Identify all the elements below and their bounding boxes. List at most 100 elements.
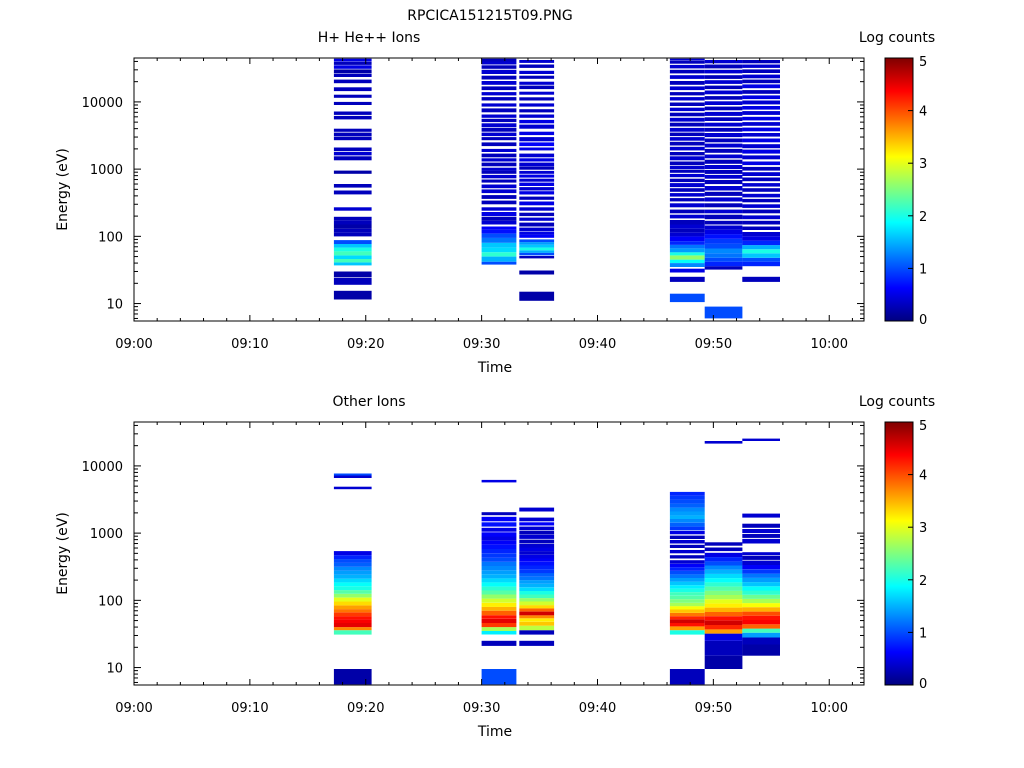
heatmap-cell bbox=[704, 143, 743, 148]
heatmap-cell bbox=[519, 170, 555, 174]
heatmap-cell bbox=[669, 623, 705, 627]
heatmap-cell bbox=[333, 255, 372, 259]
heatmap-cell bbox=[333, 262, 372, 266]
heatmap-cell bbox=[669, 64, 705, 69]
colorbar-tick-label: 2 bbox=[919, 574, 927, 589]
heatmap-cell bbox=[481, 527, 517, 532]
heatmap-cell bbox=[669, 236, 705, 241]
heatmap-cell bbox=[704, 80, 743, 84]
heatmap-cell bbox=[742, 529, 780, 534]
colorbar: 0 1 2 3 4 5 Log counts bbox=[859, 394, 935, 692]
y-tick-label: 10000 bbox=[82, 460, 123, 475]
heatmap-cell bbox=[333, 290, 372, 300]
heatmap-cell bbox=[669, 570, 705, 575]
heatmap-cell bbox=[481, 142, 517, 147]
heatmap-cell bbox=[333, 79, 372, 84]
heatmap-cell bbox=[519, 551, 555, 555]
heatmap-cell bbox=[481, 582, 517, 587]
heatmap-cell bbox=[481, 207, 517, 211]
heatmap-cell bbox=[669, 574, 705, 578]
x-tick-label: 09:50 bbox=[695, 337, 732, 352]
heatmap-cell bbox=[333, 190, 372, 195]
colorbar-tick-label: 0 bbox=[919, 677, 927, 692]
colorbar-label: Log counts bbox=[859, 394, 935, 410]
heatmap-cell bbox=[519, 153, 555, 158]
heatmap-cell bbox=[481, 189, 517, 194]
heatmap-cell bbox=[519, 85, 555, 90]
heatmap-cell bbox=[519, 580, 555, 584]
heatmap-cell bbox=[519, 97, 555, 101]
heatmap-cell bbox=[333, 115, 372, 120]
heatmap-cell bbox=[519, 187, 555, 191]
heatmap-cell bbox=[481, 570, 517, 575]
heatmap-cell bbox=[669, 112, 705, 117]
heatmap-cell bbox=[742, 534, 780, 538]
heatmap-cell bbox=[519, 594, 555, 599]
heatmap-cell bbox=[481, 602, 517, 607]
heatmap-cell bbox=[704, 612, 743, 617]
heatmap-cell bbox=[669, 161, 705, 166]
heatmap-cell bbox=[704, 197, 743, 202]
heatmap-cell bbox=[669, 173, 705, 178]
heatmap-cell bbox=[742, 79, 780, 84]
heatmap-cell bbox=[669, 612, 705, 617]
heatmap-cell bbox=[519, 103, 555, 107]
heatmap-cell bbox=[481, 610, 517, 616]
heatmap-cell bbox=[481, 137, 517, 141]
heatmap-cell bbox=[704, 75, 743, 79]
heatmap-cell bbox=[481, 179, 517, 183]
heatmap-cell bbox=[704, 106, 743, 111]
heatmap-cell bbox=[742, 573, 780, 578]
heatmap-cell bbox=[333, 473, 372, 476]
heatmap-cell bbox=[519, 124, 555, 129]
heatmap-cell bbox=[333, 590, 372, 594]
heatmap-cell bbox=[742, 569, 780, 574]
heatmap-cell bbox=[669, 86, 705, 91]
heatmap-cell bbox=[333, 128, 372, 132]
heatmap-cell bbox=[333, 559, 372, 563]
heatmap-cell bbox=[742, 220, 780, 225]
heatmap-cell bbox=[333, 601, 372, 606]
heatmap-cell bbox=[669, 550, 705, 554]
heatmap-cell bbox=[669, 241, 705, 245]
heatmap-cell bbox=[481, 549, 517, 554]
colorbar-label: Log counts bbox=[859, 30, 935, 46]
heatmap-cell bbox=[704, 229, 743, 235]
heatmap-cell bbox=[704, 85, 743, 90]
y-tick-label: 100 bbox=[98, 594, 123, 609]
heatmap-cell bbox=[333, 593, 372, 598]
heatmap-cell bbox=[333, 244, 372, 248]
heatmap-cell bbox=[669, 58, 705, 61]
heatmap-cell bbox=[742, 624, 780, 629]
heatmap-cell bbox=[519, 131, 555, 136]
heatmap-cell bbox=[669, 259, 705, 263]
heatmap-cell bbox=[519, 256, 555, 259]
heatmap-cell bbox=[481, 114, 517, 118]
heatmap-cell bbox=[481, 233, 517, 238]
colorbar: 0 1 2 3 4 5 Log counts bbox=[859, 30, 935, 328]
heatmap-cell bbox=[481, 544, 517, 549]
heatmap-cell bbox=[481, 594, 517, 599]
heatmap-cell bbox=[481, 174, 517, 179]
heatmap-cell bbox=[742, 598, 780, 604]
heatmap-cell bbox=[333, 597, 372, 602]
colorbar-tick-label: 5 bbox=[919, 55, 927, 70]
heatmap-cell bbox=[742, 155, 780, 160]
heatmap-cell bbox=[704, 582, 743, 587]
x-tick-label: 09:10 bbox=[231, 701, 268, 716]
heatmap-cell bbox=[669, 141, 705, 146]
heatmap-cell bbox=[669, 519, 705, 523]
heatmap-cell bbox=[704, 159, 743, 164]
heatmap-cell bbox=[481, 162, 517, 167]
heatmap-cell bbox=[481, 167, 517, 171]
colorbar-gradient bbox=[884, 421, 914, 686]
heatmap-cell bbox=[669, 183, 705, 188]
heatmap-cell bbox=[742, 106, 780, 110]
heatmap-cell bbox=[704, 569, 743, 574]
heatmap-cell bbox=[669, 491, 705, 496]
heatmap-cell bbox=[704, 90, 743, 95]
heatmap-cell bbox=[742, 74, 780, 79]
panel-1: 09:00 09:10 09:20 09:30 09:40 09:50 10:0010100… bbox=[55, 30, 935, 376]
heatmap-cell bbox=[519, 142, 555, 147]
heatmap-cell bbox=[669, 132, 705, 137]
